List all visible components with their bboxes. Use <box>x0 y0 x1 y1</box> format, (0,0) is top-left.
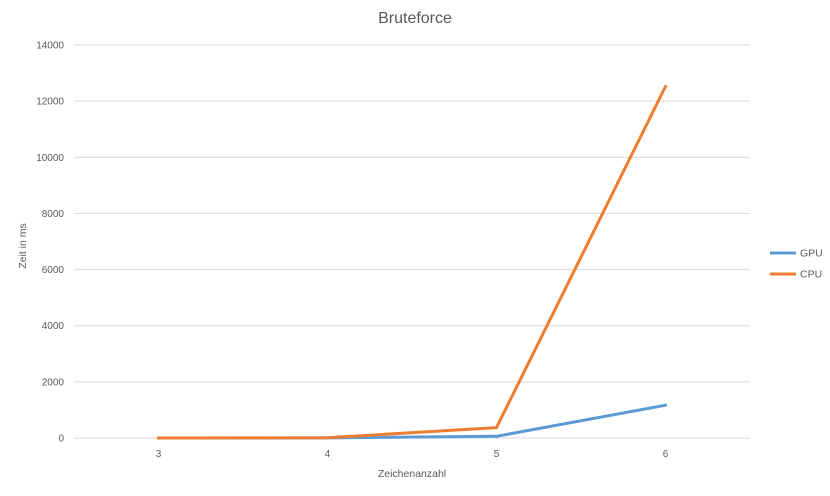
data-point-gpu <box>664 403 667 407</box>
y-tick-label: 8000 <box>42 209 65 220</box>
series-lines <box>157 85 667 440</box>
x-axis-label: Zeichenanzahl <box>378 468 446 480</box>
y-tick-label: 6000 <box>42 265 65 276</box>
y-tick-label: 2000 <box>42 377 65 388</box>
chart-title: Bruteforce <box>378 10 452 27</box>
legend-label-gpu: GPU <box>800 248 823 260</box>
y-tick-label: 10000 <box>36 153 64 164</box>
x-tick-label: 4 <box>325 449 331 460</box>
data-point-cpu <box>664 85 667 89</box>
gridlines <box>74 44 750 439</box>
series-line-cpu <box>157 85 667 440</box>
data-point-cpu <box>495 426 498 430</box>
y-tick-label: 4000 <box>42 321 65 332</box>
x-tick-label: 5 <box>494 449 500 460</box>
legend: GPU CPU <box>770 248 823 281</box>
y-tick-label: 14000 <box>36 41 64 52</box>
y-axis-ticks: 0 2000 4000 6000 8000 10000 12000 14000 <box>36 41 64 445</box>
data-point-cpu <box>157 436 160 440</box>
data-point-cpu <box>326 436 329 440</box>
legend-label-cpu: CPU <box>800 269 822 281</box>
y-tick-label: 12000 <box>36 97 64 108</box>
x-axis-ticks: 3 4 5 6 <box>156 449 669 460</box>
x-tick-label: 3 <box>156 449 162 460</box>
x-tick-label: 6 <box>663 449 669 460</box>
y-axis-label: Zeit in ms <box>17 223 29 269</box>
data-point-gpu <box>495 434 498 438</box>
y-tick-label: 0 <box>58 434 64 445</box>
